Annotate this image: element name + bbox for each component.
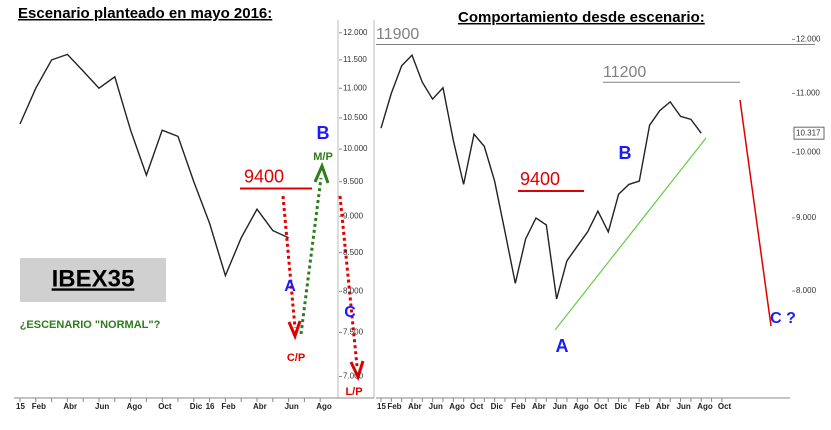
y-tick-label: 7.000 [343,372,364,381]
chart-title: Comportamiento desde escenario: [458,9,705,26]
chart-title: Escenario planteado en mayo 2016: [18,5,272,22]
x-tick-label: Feb [32,402,46,411]
x-tick-label: Feb [387,402,401,411]
x-tick-label: Feb [221,402,235,411]
x-tick-label: Feb [511,402,525,411]
y-tick-label: 10.500 [343,113,368,122]
x-tick-label: Jun [95,402,109,411]
x-tick-label: Dic [190,402,203,411]
x-tick-label: Oct [158,402,172,411]
annotation: L/P [345,386,362,398]
y-tick-label: 11.500 [343,55,367,64]
x-tick-label: Abr [656,402,670,411]
y-tick-label: 9.000 [796,213,817,222]
arrow-head [349,360,365,382]
annotation: M/P [313,151,333,163]
annotation: ¿ESCENARIO "NORMAL"? [20,319,161,331]
x-tick-label: Jun [553,402,567,411]
x-tick-label: 15 [377,402,386,411]
x-tick-label: Jun [677,402,691,411]
label-box [20,258,166,302]
arrow [281,195,297,329]
x-tick-label: Abr [532,402,546,411]
x-tick-label: Oct [470,402,484,411]
x-tick-label: Ago [573,402,589,411]
price-line [380,53,702,300]
annotation: C [344,304,356,321]
annotation: A [556,336,569,356]
y-tick-label: 8.000 [343,286,364,295]
arrow [299,177,323,335]
annotation: C/P [287,352,305,364]
y-tick-label: 9.000 [343,211,364,220]
x-tick-label: Jun [285,402,299,411]
y-tick-label: 8.000 [796,286,817,295]
y-tick-label: 10.000 [343,144,368,153]
y-tick-label: 10.000 [796,148,821,157]
x-tick-label: Feb [635,402,649,411]
arrow-head [287,320,302,341]
x-tick-label: Ago [449,402,465,411]
last-price-label: 10.317 [796,128,821,137]
y-tick-label: 11.000 [796,88,820,97]
y-tick-label: 8.500 [343,248,364,257]
level-label: 11200 [603,64,646,81]
projection-line [739,99,772,327]
x-tick-label: Dic [491,402,504,411]
arrow [338,195,359,367]
annotation: IBEX35 [52,265,135,292]
x-tick-label: Abr [408,402,422,411]
y-tick-label: 11.000 [343,83,367,92]
y-tick-label: 12.000 [343,28,368,37]
x-tick-label: Abr [253,402,267,411]
level-label: 9400 [244,166,284,186]
x-tick-label: Oct [718,402,732,411]
level-label: 11900 [376,26,419,43]
arrow-head [313,161,330,184]
x-tick-label: Abr [63,402,77,411]
x-tick-label: Dic [615,402,628,411]
x-tick-label: Jun [429,402,443,411]
annotation: B [317,123,330,143]
trend-line [554,137,707,331]
y-tick-label: 12.000 [796,34,821,43]
level-label: 9400 [520,169,560,189]
annotation: C ? [770,310,796,327]
x-tick-label: 15 [16,402,25,411]
x-tick-label: Ago [697,402,713,411]
last-price-box [793,126,825,140]
y-tick-label: 7.500 [343,328,364,337]
annotation: A [284,278,296,295]
annotation: B [619,143,632,163]
x-tick-label: Ago [316,402,332,411]
x-tick-label: Oct [594,402,608,411]
price-line [19,53,289,278]
x-tick-label: 16 [206,402,215,411]
y-tick-label: 9.500 [343,177,364,186]
x-tick-label: Ago [127,402,143,411]
